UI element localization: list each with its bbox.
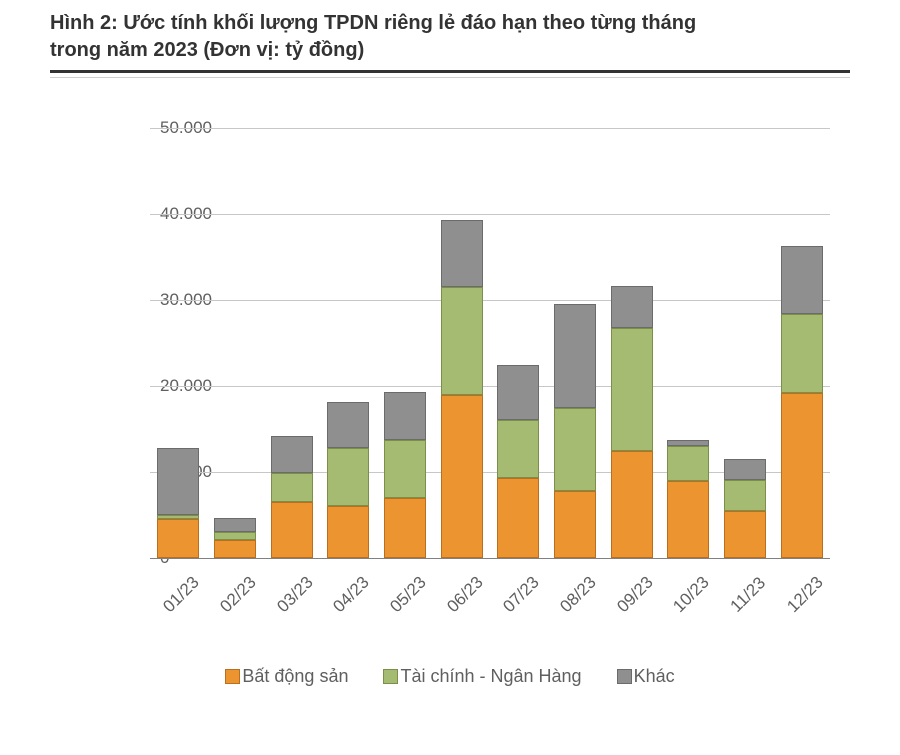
gridline [150,558,830,559]
legend-item: Bất động sản [225,666,348,687]
bar-segment-bds [214,540,256,558]
bar-slot [157,448,199,558]
legend-item: Khác [617,666,675,687]
bar-slot [497,365,539,558]
bar-segment-bds [781,393,823,558]
bar-segment-khac [214,518,256,533]
bar-segment-bds [327,506,369,558]
legend: Bất động sản Tài chính - Ngân Hàng Khác [50,666,850,687]
bar-segment-khac [271,436,313,473]
bar-segment-tcnh [497,420,539,478]
bar-segment-bds [497,478,539,558]
bar-segment-bds [271,502,313,558]
bar-segment-tcnh [384,440,426,498]
bar-segment-tcnh [611,328,653,450]
legend-label: Tài chính - Ngân Hàng [400,666,581,687]
bar-segment-bds [157,519,199,558]
bar-slot [667,440,709,558]
bars-row [150,128,830,558]
bar-segment-tcnh [441,287,483,395]
legend-swatch [617,669,632,684]
bar-slot [611,286,653,558]
bar-slot [214,518,256,558]
legend-item: Tài chính - Ngân Hàng [383,666,581,687]
bar-segment-khac [611,286,653,328]
bar-segment-bds [667,481,709,558]
bar-segment-khac [327,402,369,448]
title-line-1: Hình 2: Ước tính khối lượng TPDN riêng l… [50,12,696,34]
bar-segment-bds [554,491,596,558]
chart-container: Hình 2: Ước tính khối lượng TPDN riêng l… [0,0,900,755]
bar-slot [554,304,596,558]
x-axis-labels: 01/2302/2303/2304/2305/2306/2307/2308/23… [150,563,830,633]
legend-swatch [383,669,398,684]
bar-segment-tcnh [667,446,709,480]
bar-segment-tcnh [327,448,369,506]
chart-area: 010.00020.00030.00040.00050.000 01/2302/… [50,98,850,658]
x-tick-label: 12/23 [783,573,862,652]
bar-segment-tcnh [781,314,823,393]
legend-swatch [225,669,240,684]
bar-segment-khac [157,448,199,515]
title-rule [50,70,850,78]
legend-label: Bất động sản [242,666,348,687]
plot-area [150,128,830,558]
bar-segment-khac [724,459,766,480]
bar-slot [441,220,483,558]
bar-segment-khac [554,304,596,408]
bar-segment-khac [497,365,539,420]
title-line-2: trong năm 2023 (Đơn vị: tỷ đồng) [50,39,364,61]
legend-label: Khác [634,666,675,687]
bar-segment-tcnh [214,532,256,540]
bar-segment-bds [724,511,766,558]
bar-segment-tcnh [724,480,766,511]
bar-segment-tcnh [271,473,313,502]
bar-slot [384,392,426,558]
bar-slot [781,246,823,558]
bar-segment-bds [441,395,483,558]
bar-segment-khac [781,246,823,314]
bar-segment-bds [384,498,426,558]
bar-segment-khac [441,220,483,287]
bar-slot [271,436,313,558]
bar-slot [327,402,369,559]
bar-segment-tcnh [554,408,596,491]
bar-segment-khac [384,392,426,440]
chart-title: Hình 2: Ước tính khối lượng TPDN riêng l… [50,10,850,64]
bar-segment-bds [611,451,653,559]
bar-slot [724,459,766,558]
